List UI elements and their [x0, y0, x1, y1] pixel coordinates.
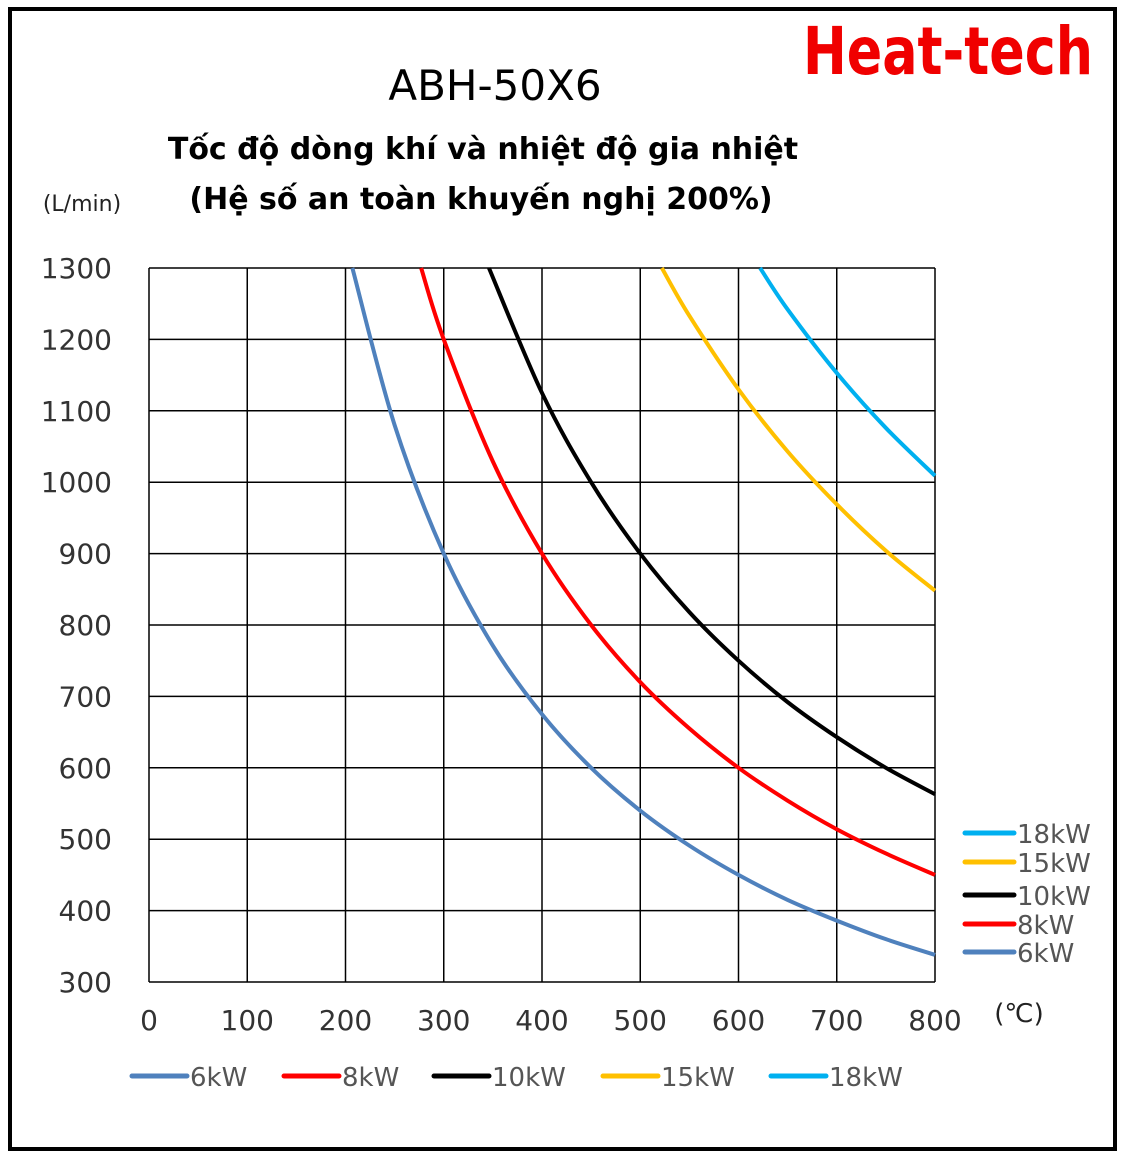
- x-tick-label: 600: [712, 1004, 765, 1037]
- x-axis-unit: (℃): [994, 999, 1044, 1029]
- x-tick-label: 800: [908, 1004, 961, 1037]
- x-tick-label: 100: [221, 1004, 274, 1037]
- legend-label: 15kW: [1017, 849, 1091, 879]
- chart-title: ABH-50X6: [388, 61, 601, 110]
- legend-label: 18kW: [1017, 820, 1091, 850]
- y-tick-label: 500: [59, 823, 112, 856]
- y-tick-label: 1100: [41, 395, 112, 428]
- y-tick-label: 700: [59, 680, 112, 713]
- legend-label: 18kW: [829, 1063, 903, 1093]
- series-line-8kW: [419, 267, 936, 877]
- y-tick-label: 1200: [41, 323, 112, 356]
- y-axis-unit: (L/min): [43, 192, 121, 217]
- legend-label: 6kW: [1017, 939, 1074, 969]
- series-line-10kW: [487, 267, 936, 796]
- legend-label: 8kW: [1017, 911, 1074, 941]
- y-tick-label: 300: [59, 966, 112, 999]
- outer-border: [8, 7, 1117, 1151]
- y-tick-label: 1000: [41, 466, 112, 499]
- x-tick-label: 300: [417, 1004, 470, 1037]
- y-tick-label: 600: [59, 752, 112, 785]
- series-line-18kW: [758, 266, 937, 478]
- legend-label: 10kW: [1017, 882, 1091, 912]
- x-tick-label: 400: [515, 1004, 568, 1037]
- series-line-15kW: [660, 267, 937, 593]
- y-tick-label: 1300: [41, 252, 112, 285]
- x-tick-label: 0: [140, 1004, 158, 1037]
- x-tick-label: 700: [810, 1004, 863, 1037]
- legend-label: 10kW: [492, 1063, 566, 1093]
- x-tick-label: 500: [614, 1004, 667, 1037]
- legend-label: 6kW: [190, 1063, 247, 1093]
- legend-label: 8kW: [342, 1063, 399, 1093]
- chart-subtitle-2: (Hệ số an toàn khuyến nghị 200%): [189, 182, 772, 217]
- chart-subtitle: Tốc độ dòng khí và nhiệt độ gia nhiệt: [168, 132, 798, 167]
- legend-label: 15kW: [661, 1063, 735, 1093]
- y-tick-label: 400: [59, 895, 112, 928]
- series-line-6kW: [350, 267, 936, 957]
- x-tick-label: 200: [319, 1004, 372, 1037]
- y-tick-label: 900: [59, 538, 112, 571]
- y-tick-label: 800: [59, 609, 112, 642]
- heat-tech-logo: Heat-tech: [803, 13, 1093, 90]
